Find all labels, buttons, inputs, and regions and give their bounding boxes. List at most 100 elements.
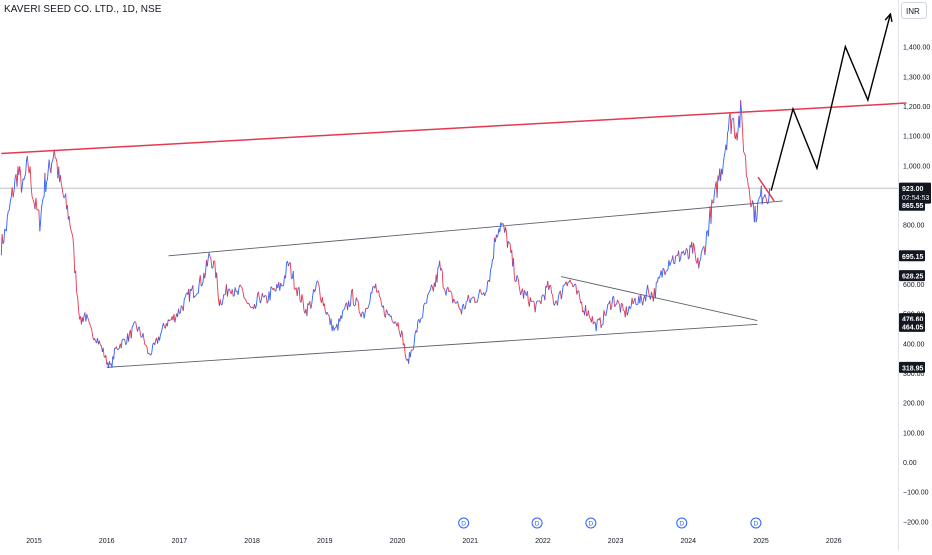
price-segment: [265, 295, 266, 296]
price-segment: [485, 292, 486, 295]
price-segment: [74, 247, 75, 273]
price-segment: [740, 100, 741, 127]
price-segment: [410, 350, 411, 357]
price-segment: [30, 167, 31, 186]
price-segment: [572, 283, 573, 287]
price-segment: [768, 199, 769, 204]
price-segment: [116, 346, 117, 349]
price-segment: [497, 234, 498, 237]
price-segment: [366, 308, 367, 309]
trendline-wedge-upper[interactable]: [561, 277, 757, 321]
price-segment: [244, 297, 245, 299]
price-segment: [541, 296, 542, 304]
price-segment: [238, 287, 239, 294]
price-segment: [213, 261, 214, 268]
price-segment: [515, 281, 516, 282]
price-segment: [648, 285, 649, 292]
price-segment: [90, 324, 91, 327]
price-segment: [198, 282, 199, 293]
projection-path[interactable]: [771, 14, 890, 191]
price-label: 865.55: [902, 203, 924, 210]
price-segment: [149, 353, 150, 354]
price-segment: [616, 304, 617, 305]
price-segment: [73, 237, 74, 248]
price-segment: [71, 230, 72, 233]
price-segment: [311, 304, 312, 308]
price-segment: [391, 316, 392, 321]
price-segment: [521, 291, 522, 295]
price-segment: [670, 262, 671, 265]
price-segment: [77, 293, 78, 298]
price-segment: [207, 258, 208, 266]
chart-title: KAVERI SEED CO. LTD., 1D, NSE: [4, 4, 162, 15]
price-segment: [392, 321, 393, 322]
price-segment: [284, 276, 285, 286]
price-segment: [701, 252, 702, 260]
price-segment: [464, 308, 465, 309]
price-segment: [490, 270, 491, 282]
price-segment: [518, 278, 519, 284]
price-segment: [26, 160, 27, 173]
price-segment: [266, 296, 267, 303]
price-segment: [649, 292, 650, 296]
price-segment: [202, 282, 203, 285]
y-tick-label: 200.00: [903, 401, 925, 408]
price-segment: [260, 300, 261, 303]
price-segment: [495, 235, 496, 242]
price-segment: [288, 263, 289, 266]
x-tick-label: 2017: [172, 538, 188, 545]
price-segment: [220, 299, 221, 304]
price-segment: [184, 297, 185, 299]
price-segment: [256, 295, 257, 305]
currency-button[interactable]: INR: [901, 2, 927, 19]
price-segment: [36, 198, 37, 210]
price-segment: [706, 232, 707, 247]
price-segment: [47, 169, 48, 180]
price-segment: [167, 320, 168, 327]
price-segment: [322, 297, 323, 306]
trendline-red-resistance[interactable]: [1, 103, 906, 153]
price-segment: [606, 310, 607, 315]
price-segment: [562, 285, 563, 293]
price-segment: [281, 283, 282, 286]
price-segment: [685, 248, 686, 253]
trendline-triangle-lower[interactable]: [107, 324, 758, 367]
price-segment: [179, 313, 180, 314]
price-segment: [441, 268, 442, 271]
price-segment: [579, 291, 580, 298]
price-segment: [8, 210, 9, 211]
price-segment: [734, 119, 735, 137]
x-tick-label: 2021: [462, 538, 478, 545]
price-segment: [155, 340, 156, 345]
price-segment: [745, 156, 746, 177]
price-segment: [567, 282, 568, 286]
trendline-triangle-upper[interactable]: [168, 201, 782, 256]
price-segment: [25, 174, 26, 177]
price-segment: [398, 322, 399, 330]
price-segment: [424, 303, 425, 305]
price-segment: [47, 180, 48, 182]
price-segment: [553, 295, 554, 304]
price-segment: [274, 288, 275, 290]
price-series[interactable]: [1, 100, 769, 368]
price-segment: [342, 311, 343, 319]
price-segment: [232, 289, 233, 296]
price-segment: [87, 314, 88, 318]
price-segment: [95, 338, 96, 341]
price-segment: [452, 293, 453, 303]
price-segment: [451, 291, 452, 293]
price-segment: [369, 302, 370, 306]
price-segment: [175, 318, 176, 323]
price-segment: [689, 245, 690, 258]
price-segment: [429, 291, 430, 293]
price-segment: [53, 155, 54, 161]
price-segment: [318, 281, 319, 284]
price-segment: [681, 252, 682, 259]
price-segment: [349, 301, 350, 307]
price-segment: [143, 333, 144, 340]
price-segment: [147, 347, 148, 354]
price-segment: [589, 317, 590, 318]
price-segment: [750, 198, 751, 207]
